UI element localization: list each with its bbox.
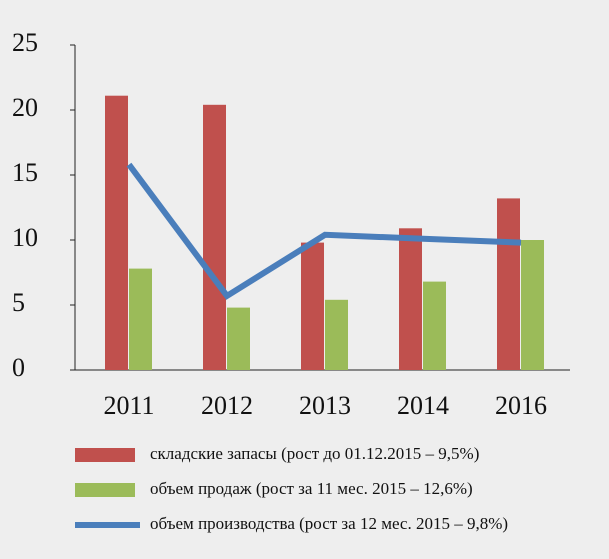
bar	[301, 242, 324, 370]
y-tick-label: 20	[12, 93, 38, 122]
y-tick-label: 5	[12, 288, 25, 317]
legend-label: объем производства (рост за 12 мес. 2015…	[150, 514, 508, 533]
x-tick-label: 2014	[397, 391, 449, 420]
bar	[423, 281, 446, 370]
y-tick-label: 0	[12, 353, 25, 382]
legend-swatch	[75, 448, 135, 462]
bar	[227, 307, 250, 370]
x-tick-label: 2012	[201, 391, 253, 420]
bar	[497, 198, 520, 370]
bar	[203, 104, 226, 371]
bar	[521, 240, 544, 370]
x-tick-label: 2011	[103, 391, 154, 420]
line-series	[126, 162, 522, 300]
bar	[105, 95, 128, 370]
y-tick-label: 10	[12, 223, 38, 252]
bar	[399, 228, 422, 370]
y-tick-label: 25	[12, 28, 38, 57]
x-tick-label: 2016	[495, 391, 547, 420]
legend-swatch	[75, 483, 135, 497]
x-tick-label: 2013	[299, 391, 351, 420]
y-tick-label: 15	[12, 158, 38, 187]
legend-label: объем продаж (рост за 11 мес. 2015 – 12,…	[150, 479, 473, 498]
legend-label: складские запасы (рост до 01.12.2015 – 9…	[150, 444, 479, 463]
bar	[129, 268, 152, 370]
bar	[325, 299, 348, 370]
